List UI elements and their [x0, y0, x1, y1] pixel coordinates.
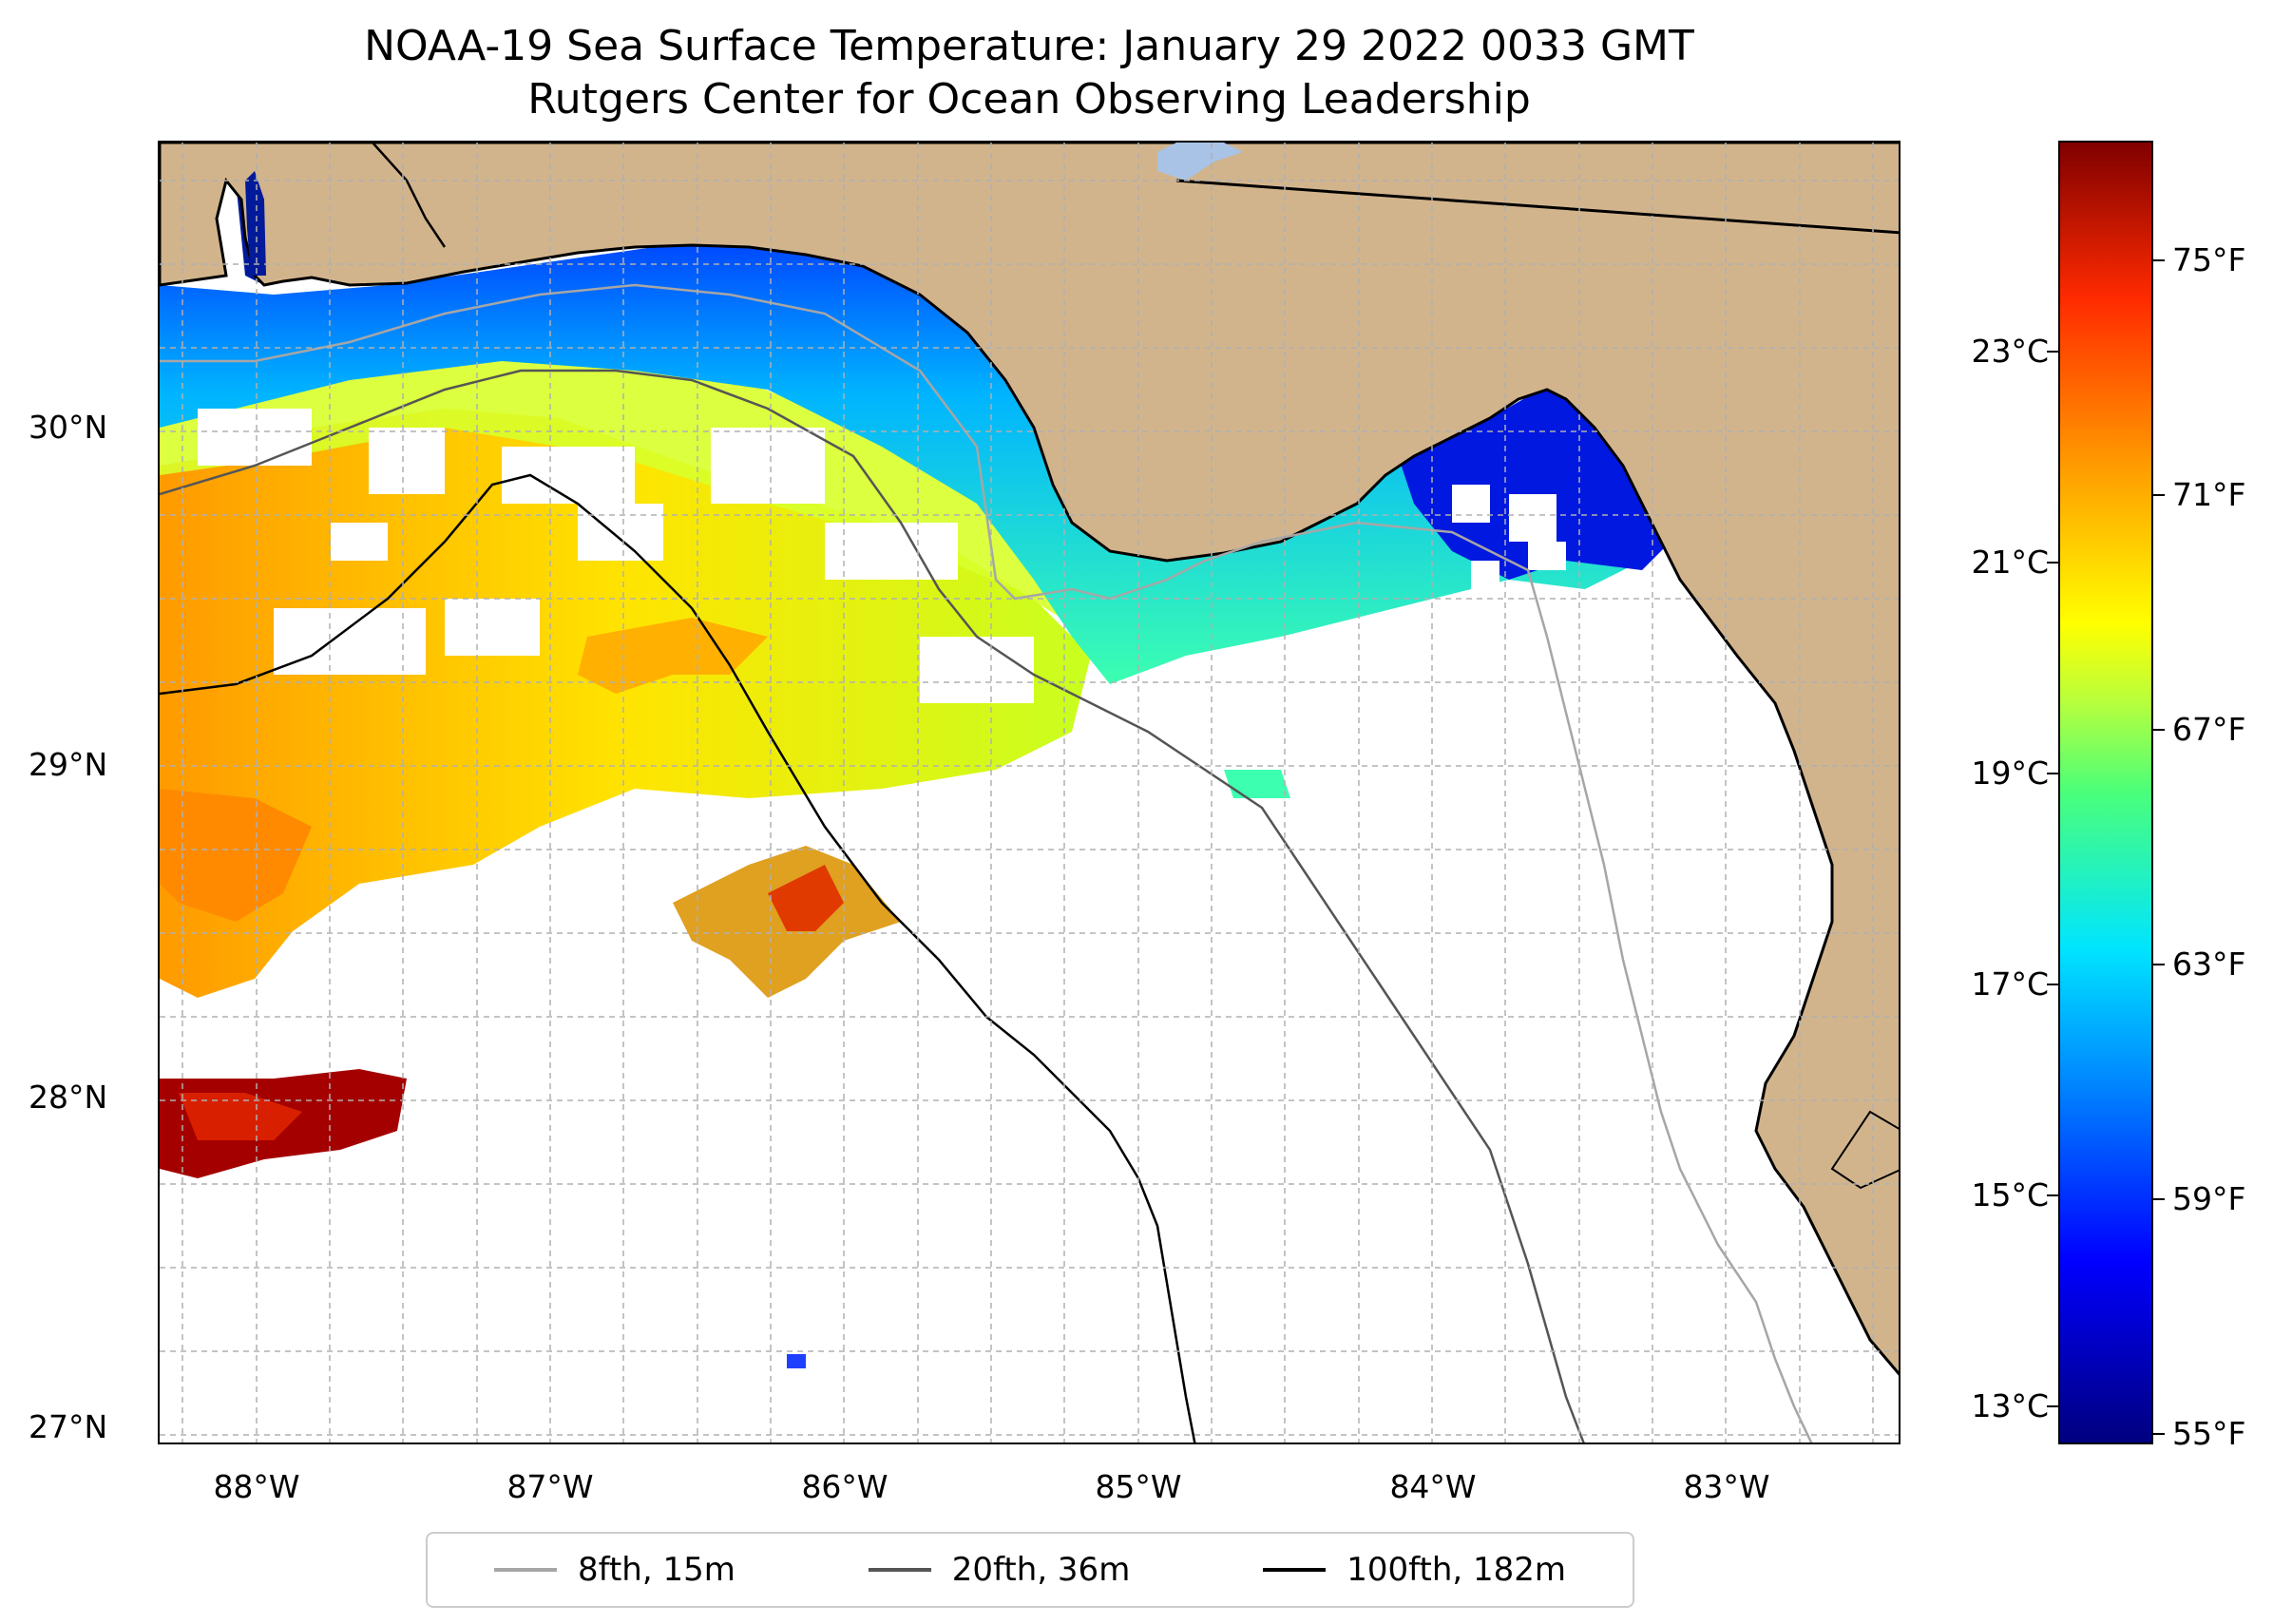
legend-swatch-8fth [493, 1568, 557, 1572]
cb-tick-left [2047, 773, 2058, 774]
cb-tick-right [2153, 494, 2165, 496]
cb-label-59f: 59°F [2172, 1180, 2246, 1217]
cb-label-23c: 23°C [1971, 333, 2049, 370]
sst-hot-west-red [179, 1093, 302, 1140]
cb-label-15c: 15°C [1971, 1176, 2049, 1213]
lat-label-30: 30°N [29, 409, 108, 446]
state-line [1175, 179, 1899, 235]
sst-field [160, 162, 1680, 1368]
cb-label-13c: 13°C [1971, 1387, 2049, 1424]
lake [1157, 143, 1243, 181]
cb-label-71f: 71°F [2172, 476, 2246, 513]
map-title: NOAA-19 Sea Surface Temperature: January… [364, 22, 1694, 70]
map-panel[interactable] [158, 141, 1900, 1444]
sst-yellow-mid [160, 323, 1110, 637]
land-peninsula [1830, 1110, 1899, 1190]
legend-swatch-100fth [1263, 1568, 1327, 1572]
state-line-2 [372, 143, 447, 248]
cb-tick-right [2153, 964, 2165, 965]
lon-label-87: 87°W [506, 1468, 594, 1505]
cb-label-21c: 21°C [1971, 544, 2049, 581]
isobath-legend: 8fth, 15m 20fth, 36m 100fth, 182m [426, 1532, 1634, 1608]
cloud-gaps [198, 409, 1566, 703]
land-mainland [160, 143, 1899, 1376]
cb-label-67f: 67°F [2172, 711, 2246, 748]
lat-label-27: 27°N [29, 1408, 108, 1445]
cb-label-17c: 17°C [1971, 965, 2049, 1003]
sst-coastal-band [160, 238, 1661, 684]
isobath-100fth [160, 473, 1196, 1442]
legend-label-100fth: 100fth, 182m [1347, 1551, 1567, 1589]
land-cut-bay [245, 171, 266, 276]
cb-label-19c: 19°C [1971, 755, 2049, 792]
cb-label-55f: 55°F [2172, 1415, 2246, 1452]
map-subtitle: Rutgers Center for Ocean Observing Leade… [527, 75, 1531, 124]
lat-label-28: 28°N [29, 1079, 108, 1116]
sst-orange-patch [160, 789, 312, 922]
lon-label-84: 84°W [1389, 1468, 1477, 1505]
land [160, 143, 1899, 1376]
legend-swatch-20fth [868, 1568, 931, 1572]
isobath-20fth [160, 369, 1585, 1442]
isobaths [160, 283, 1813, 1442]
legend-item-8fth: 8fth, 15m [493, 1551, 735, 1589]
graticule [160, 143, 1899, 1442]
lon-label-85: 85°W [1095, 1468, 1182, 1505]
cb-tick-left [2047, 562, 2058, 564]
cb-tick-right [2153, 729, 2165, 731]
sst-map [160, 143, 1899, 1442]
cb-label-75f: 75°F [2172, 241, 2246, 278]
cb-tick-right [2153, 259, 2165, 261]
cb-tick-left [2047, 351, 2058, 353]
lat-label-29: 29°N [29, 746, 108, 783]
lon-label-86: 86°W [801, 1468, 888, 1505]
cb-tick-right [2153, 1433, 2165, 1435]
legend-label-20fth: 20fth, 36m [951, 1551, 1131, 1589]
lon-label-83: 83°W [1683, 1468, 1770, 1505]
cb-label-63f: 63°F [2172, 946, 2246, 983]
legend-item-100fth: 100fth, 182m [1263, 1551, 1566, 1589]
cb-tick-left [2047, 984, 2058, 985]
lon-label-88: 88°W [213, 1468, 300, 1505]
sst-small-patch-2 [787, 1354, 806, 1368]
legend-label-8fth: 8fth, 15m [577, 1551, 735, 1589]
cb-tick-left [2047, 1405, 2058, 1407]
sst-orange-mid [578, 618, 768, 694]
cb-tick-right [2153, 1198, 2165, 1200]
sst-small-patch-1 [1224, 770, 1290, 798]
sst-patch-south-red [768, 865, 844, 931]
temperature-colorbar [2058, 141, 2153, 1444]
cb-tick-left [2047, 1194, 2058, 1196]
isobath-8fth [160, 283, 1813, 1442]
legend-item-20fth: 20fth, 36m [868, 1551, 1131, 1589]
